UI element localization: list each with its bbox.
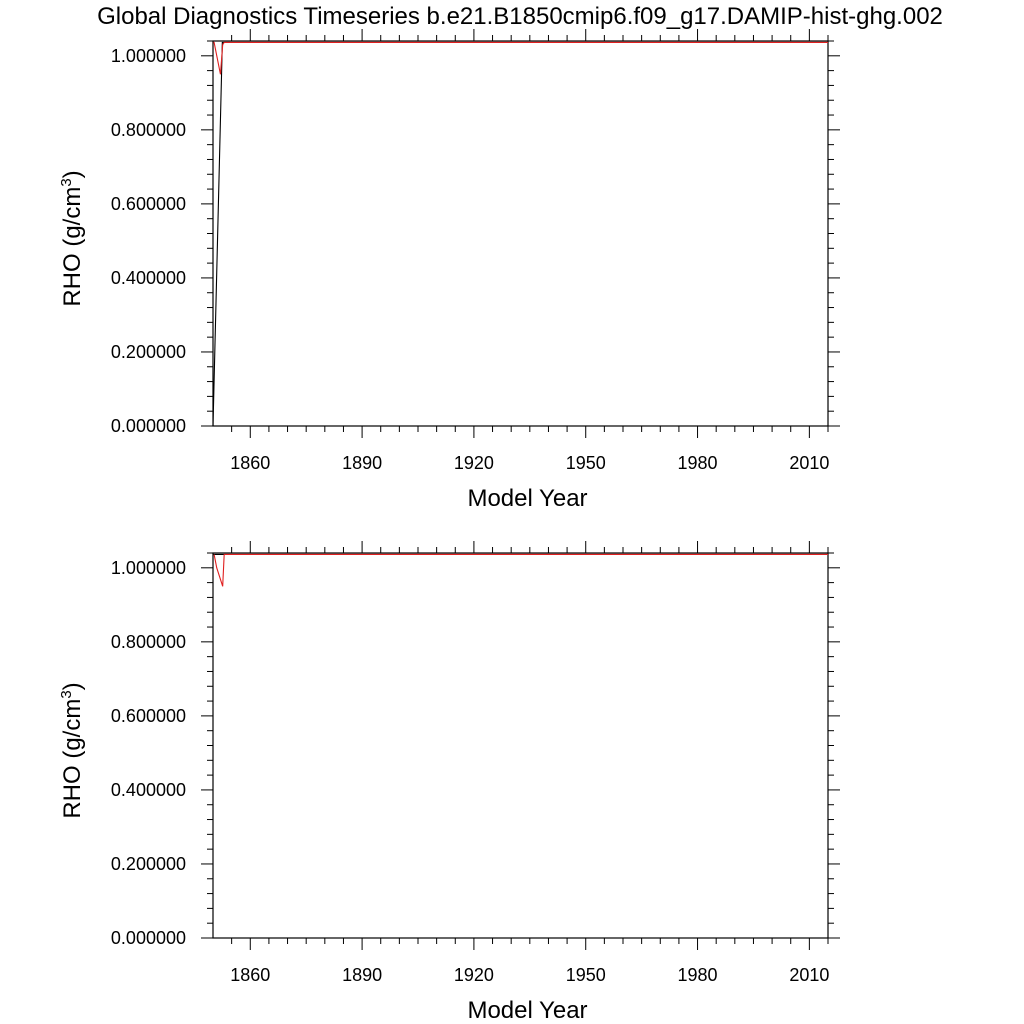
x-axis-title: Model Year (467, 997, 587, 1024)
chart-panel-1: 1860 1890 1920 1950 1980 2010 0.000000 0.200000… (58, 29, 840, 512)
x-tick-label: 1920 (454, 453, 494, 473)
y-tick-label: 0.800000 (111, 120, 186, 140)
y-tick-label: 0.800000 (111, 632, 186, 652)
x-tick-label: 1980 (678, 453, 718, 473)
x-tick-label: 2010 (789, 965, 829, 985)
y-tick-label: 0.000000 (111, 416, 186, 436)
x-tick-label: 1890 (342, 965, 382, 985)
y-tick-label: 0.600000 (111, 194, 186, 214)
y-tick-label: 0.600000 (111, 706, 186, 726)
x-tick-label: 1980 (678, 965, 718, 985)
y-axis-title: RHO (g/cm3) (58, 682, 86, 818)
x-tick-label: 2010 (789, 453, 829, 473)
x-tick-label: 1860 (230, 453, 270, 473)
y-axis-title: RHO (g/cm3) (58, 170, 86, 306)
series-line-2 (213, 553, 828, 587)
x-tick-label: 1890 (342, 453, 382, 473)
chart-panel-2: 1860 1890 1920 1950 1980 2010 0.000000 0.200000… (58, 541, 840, 1024)
y-tick-label: 0.400000 (111, 268, 186, 288)
y-tick-label: 0.200000 (111, 854, 186, 874)
y-tick-label: 1.000000 (111, 558, 186, 578)
x-tick-label: 1860 (230, 965, 270, 985)
x-axis-title: Model Year (467, 485, 587, 512)
y-tick-label: 0.200000 (111, 342, 186, 362)
x-tick-label: 1950 (566, 965, 606, 985)
series-line-2 (213, 41, 828, 75)
x-tick-label: 1950 (566, 453, 606, 473)
figure-title: Global Diagnostics Timeseries b.e21.B185… (97, 3, 943, 30)
chart-panels: 1860 1890 1920 1950 1980 2010 0.000000 0.200000… (58, 29, 840, 1024)
y-tick-label: 0.400000 (111, 780, 186, 800)
x-tick-label: 1920 (454, 965, 494, 985)
y-tick-label: 0.000000 (111, 928, 186, 948)
y-tick-label: 1.000000 (111, 46, 186, 66)
